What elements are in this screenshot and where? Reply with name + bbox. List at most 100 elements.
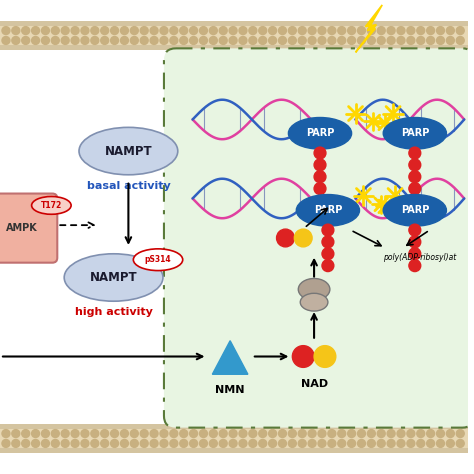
Circle shape — [2, 27, 10, 35]
Circle shape — [170, 27, 178, 35]
Circle shape — [409, 147, 421, 159]
Circle shape — [409, 236, 421, 248]
Circle shape — [308, 429, 316, 438]
Text: NAMPT: NAMPT — [90, 271, 137, 284]
Circle shape — [110, 439, 118, 447]
Circle shape — [101, 27, 109, 35]
Circle shape — [51, 439, 59, 447]
Circle shape — [322, 248, 334, 260]
Circle shape — [210, 429, 217, 438]
Circle shape — [130, 439, 138, 447]
Circle shape — [314, 182, 326, 194]
Text: PARP: PARP — [401, 205, 429, 215]
Circle shape — [437, 429, 445, 438]
Circle shape — [210, 439, 217, 447]
Circle shape — [279, 439, 286, 447]
Circle shape — [91, 429, 99, 438]
Circle shape — [279, 429, 286, 438]
Text: PARP: PARP — [314, 205, 342, 215]
Circle shape — [367, 27, 375, 35]
Circle shape — [190, 429, 198, 438]
Circle shape — [328, 429, 336, 438]
Circle shape — [200, 439, 208, 447]
Circle shape — [22, 36, 30, 45]
Circle shape — [249, 429, 257, 438]
Circle shape — [322, 224, 334, 236]
Circle shape — [120, 429, 128, 438]
Circle shape — [219, 27, 227, 35]
Circle shape — [210, 27, 217, 35]
Circle shape — [32, 36, 39, 45]
Circle shape — [328, 36, 336, 45]
Circle shape — [32, 429, 39, 438]
Circle shape — [407, 27, 415, 35]
Ellipse shape — [296, 194, 359, 226]
Circle shape — [397, 429, 405, 438]
Circle shape — [12, 439, 20, 447]
Circle shape — [387, 36, 395, 45]
Circle shape — [298, 36, 306, 45]
Circle shape — [12, 36, 20, 45]
Circle shape — [437, 439, 445, 447]
FancyBboxPatch shape — [0, 193, 57, 263]
Circle shape — [288, 429, 296, 438]
Circle shape — [71, 36, 79, 45]
Ellipse shape — [300, 293, 328, 311]
Circle shape — [314, 171, 326, 182]
Text: pS314: pS314 — [145, 255, 171, 264]
Circle shape — [298, 429, 306, 438]
Circle shape — [101, 36, 109, 45]
Circle shape — [417, 439, 425, 447]
Circle shape — [294, 229, 312, 247]
Text: NAMPT: NAMPT — [105, 145, 152, 157]
Circle shape — [81, 36, 89, 45]
Circle shape — [12, 429, 20, 438]
Circle shape — [71, 27, 79, 35]
Circle shape — [140, 429, 148, 438]
Circle shape — [357, 27, 365, 35]
Circle shape — [150, 36, 158, 45]
Circle shape — [42, 429, 49, 438]
Circle shape — [12, 27, 20, 35]
Circle shape — [338, 439, 346, 447]
Circle shape — [229, 27, 237, 35]
Circle shape — [407, 36, 415, 45]
Circle shape — [387, 429, 395, 438]
Circle shape — [32, 27, 39, 35]
Circle shape — [140, 439, 148, 447]
Circle shape — [150, 429, 158, 438]
Circle shape — [279, 36, 286, 45]
Circle shape — [150, 439, 158, 447]
Circle shape — [314, 159, 326, 171]
Text: T172: T172 — [41, 201, 62, 210]
Circle shape — [318, 439, 326, 447]
Text: PARP: PARP — [401, 128, 429, 138]
Text: NAD: NAD — [301, 379, 328, 389]
Circle shape — [190, 36, 198, 45]
Circle shape — [367, 36, 375, 45]
Circle shape — [367, 439, 375, 447]
Circle shape — [210, 36, 217, 45]
Circle shape — [229, 429, 237, 438]
Circle shape — [328, 439, 336, 447]
Ellipse shape — [383, 194, 447, 226]
Circle shape — [110, 36, 118, 45]
Circle shape — [42, 27, 49, 35]
Circle shape — [314, 147, 326, 159]
Circle shape — [259, 36, 267, 45]
Circle shape — [427, 439, 435, 447]
Circle shape — [180, 429, 188, 438]
Circle shape — [427, 36, 435, 45]
Bar — [0, 428, 468, 448]
Circle shape — [269, 36, 276, 45]
Bar — [0, 26, 468, 46]
Circle shape — [322, 236, 334, 248]
Circle shape — [239, 439, 247, 447]
Circle shape — [276, 229, 294, 247]
Circle shape — [318, 429, 326, 438]
Circle shape — [367, 429, 375, 438]
Bar — [0, 424, 468, 453]
Circle shape — [259, 429, 267, 438]
Circle shape — [110, 27, 118, 35]
Circle shape — [110, 429, 118, 438]
